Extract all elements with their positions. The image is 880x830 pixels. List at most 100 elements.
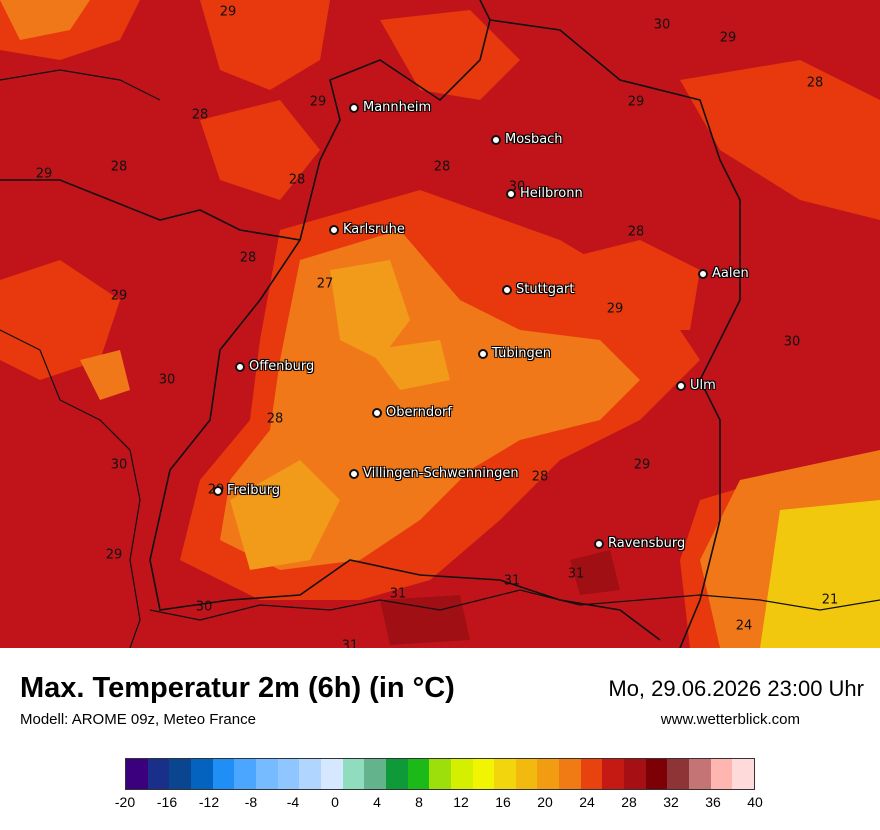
color-legend-segment — [537, 759, 560, 789]
color-legend-segment — [385, 759, 408, 789]
temperature-label: 29 — [309, 94, 327, 110]
region-warm-west — [0, 260, 120, 380]
color-legend-segment — [147, 759, 170, 789]
city-dot — [506, 188, 516, 199]
city-freiburg: Freiburg — [213, 483, 280, 498]
forecast-datetime: Mo, 29.06.2026 23:00 Uhr — [608, 676, 864, 701]
country-border-west — [0, 69, 161, 648]
city-dot — [502, 284, 512, 295]
temperature-label: 28 — [627, 224, 645, 240]
city-label: Mannheim — [363, 100, 432, 115]
map-footer: Max. Temperatur 2m (6h) (in °C) Modell: … — [0, 648, 880, 830]
city-dot — [478, 348, 488, 359]
city-offenburg: Offenburg — [235, 359, 314, 374]
color-legend-segment — [494, 759, 516, 789]
city-stuttgart: Stuttgart — [502, 282, 574, 297]
color-legend-tick: 0 — [331, 794, 339, 810]
color-legend-tick: 40 — [747, 794, 763, 810]
temperature-label: 29 — [719, 30, 737, 46]
color-legend-segment — [667, 759, 690, 789]
color-legend-segment — [559, 759, 581, 789]
temperature-label: 21 — [821, 592, 839, 608]
city-dot — [676, 380, 686, 391]
temperature-label: 29 — [219, 4, 237, 20]
region-warm-north — [200, 0, 330, 90]
region-warm-northcentral — [380, 10, 520, 100]
city-label: Tübingen — [492, 346, 551, 361]
temperature-map: 29 30 29 28 29 29 28 28 28 29 28 30 28 2… — [0, 0, 880, 648]
color-legend-segment — [472, 759, 495, 789]
city-label: Freiburg — [227, 483, 281, 498]
color-legend-segment — [190, 759, 213, 789]
color-legend-tick: 12 — [453, 794, 469, 810]
region-orange-offenburg — [80, 350, 130, 400]
temperature-label: 31 — [503, 573, 521, 589]
temperature-label: 28 — [806, 75, 824, 91]
temperature-label: 30 — [783, 334, 801, 350]
city-dot — [349, 468, 359, 479]
city-aalen: Aalen — [698, 266, 749, 281]
city-dot — [372, 407, 382, 418]
color-legend-bar — [125, 758, 755, 790]
color-legend-segment — [255, 759, 278, 789]
color-legend-tick: -8 — [244, 794, 258, 810]
color-legend-segment — [212, 759, 235, 789]
city-label: Ravensburg — [608, 536, 686, 551]
color-legend-segment — [320, 759, 343, 789]
website-link: www.wetterblick.com — [660, 711, 800, 728]
temperature-label: 28 — [266, 411, 284, 427]
temperature-label: 29 — [627, 94, 645, 110]
temperature-label: 28 — [110, 159, 128, 175]
color-legend-tick: -16 — [156, 794, 178, 810]
country-border-south — [149, 589, 880, 621]
color-legend-segment — [342, 759, 365, 789]
color-legend-segment — [732, 759, 755, 789]
city-dot — [349, 102, 359, 113]
temperature-label: 30 — [195, 599, 213, 615]
city-label: Aalen — [712, 266, 749, 281]
map-title: Max. Temperatur 2m (6h) (in °C) — [20, 672, 455, 704]
city-label: Mosbach — [505, 132, 563, 147]
temperature-label: 28 — [288, 172, 306, 188]
city-label: Ulm — [690, 378, 716, 393]
temperature-label: 29 — [633, 457, 651, 473]
city-karlsruhe: Karlsruhe — [329, 222, 405, 237]
city-dot — [698, 268, 708, 279]
region-yellow-southeast — [760, 500, 880, 648]
color-legend-tick: 32 — [663, 794, 679, 810]
city-ravensburg: Ravensburg — [594, 536, 685, 551]
city-label: Karlsruhe — [343, 222, 405, 237]
color-legend-tick: 20 — [537, 794, 553, 810]
color-legend-tick: 28 — [621, 794, 637, 810]
color-legend-segment — [169, 759, 191, 789]
temperature-label: 30 — [158, 372, 176, 388]
map-canvas — [0, 0, 880, 648]
city-label: Stuttgart — [516, 282, 575, 297]
region-dark-red-south — [380, 595, 470, 645]
city-mannheim: Mannheim — [349, 100, 431, 115]
color-legend-segment — [602, 759, 625, 789]
city-oberndorf: Oberndorf — [372, 405, 452, 420]
region-warm-northeast-band — [560, 240, 700, 330]
color-legend-segment — [277, 759, 300, 789]
temperature-label: 28 — [191, 107, 209, 123]
color-legend-segment — [624, 759, 646, 789]
city-label: Heilbronn — [520, 186, 583, 201]
temperature-label: 28 — [433, 159, 451, 175]
color-legend-segment — [234, 759, 256, 789]
color-legend-segment — [450, 759, 473, 789]
color-legend-tick: 36 — [705, 794, 721, 810]
city-mosbach: Mosbach — [491, 132, 563, 147]
city-dot — [594, 538, 604, 549]
region-dark-red-ravensburg — [570, 550, 620, 595]
color-legend-segment — [407, 759, 430, 789]
city-villingen-schwenningen: Villingen-Schwenningen — [349, 466, 519, 481]
temperature-label: 30 — [110, 457, 128, 473]
temperature-label: 27 — [316, 276, 334, 292]
color-legend-segment — [689, 759, 711, 789]
temperature-label: 29 — [105, 547, 123, 563]
city-ulm: Ulm — [676, 378, 716, 393]
temperature-label: 29 — [35, 166, 53, 182]
region-warm-heilbronn — [200, 100, 320, 200]
temperature-label: 28 — [239, 250, 257, 266]
